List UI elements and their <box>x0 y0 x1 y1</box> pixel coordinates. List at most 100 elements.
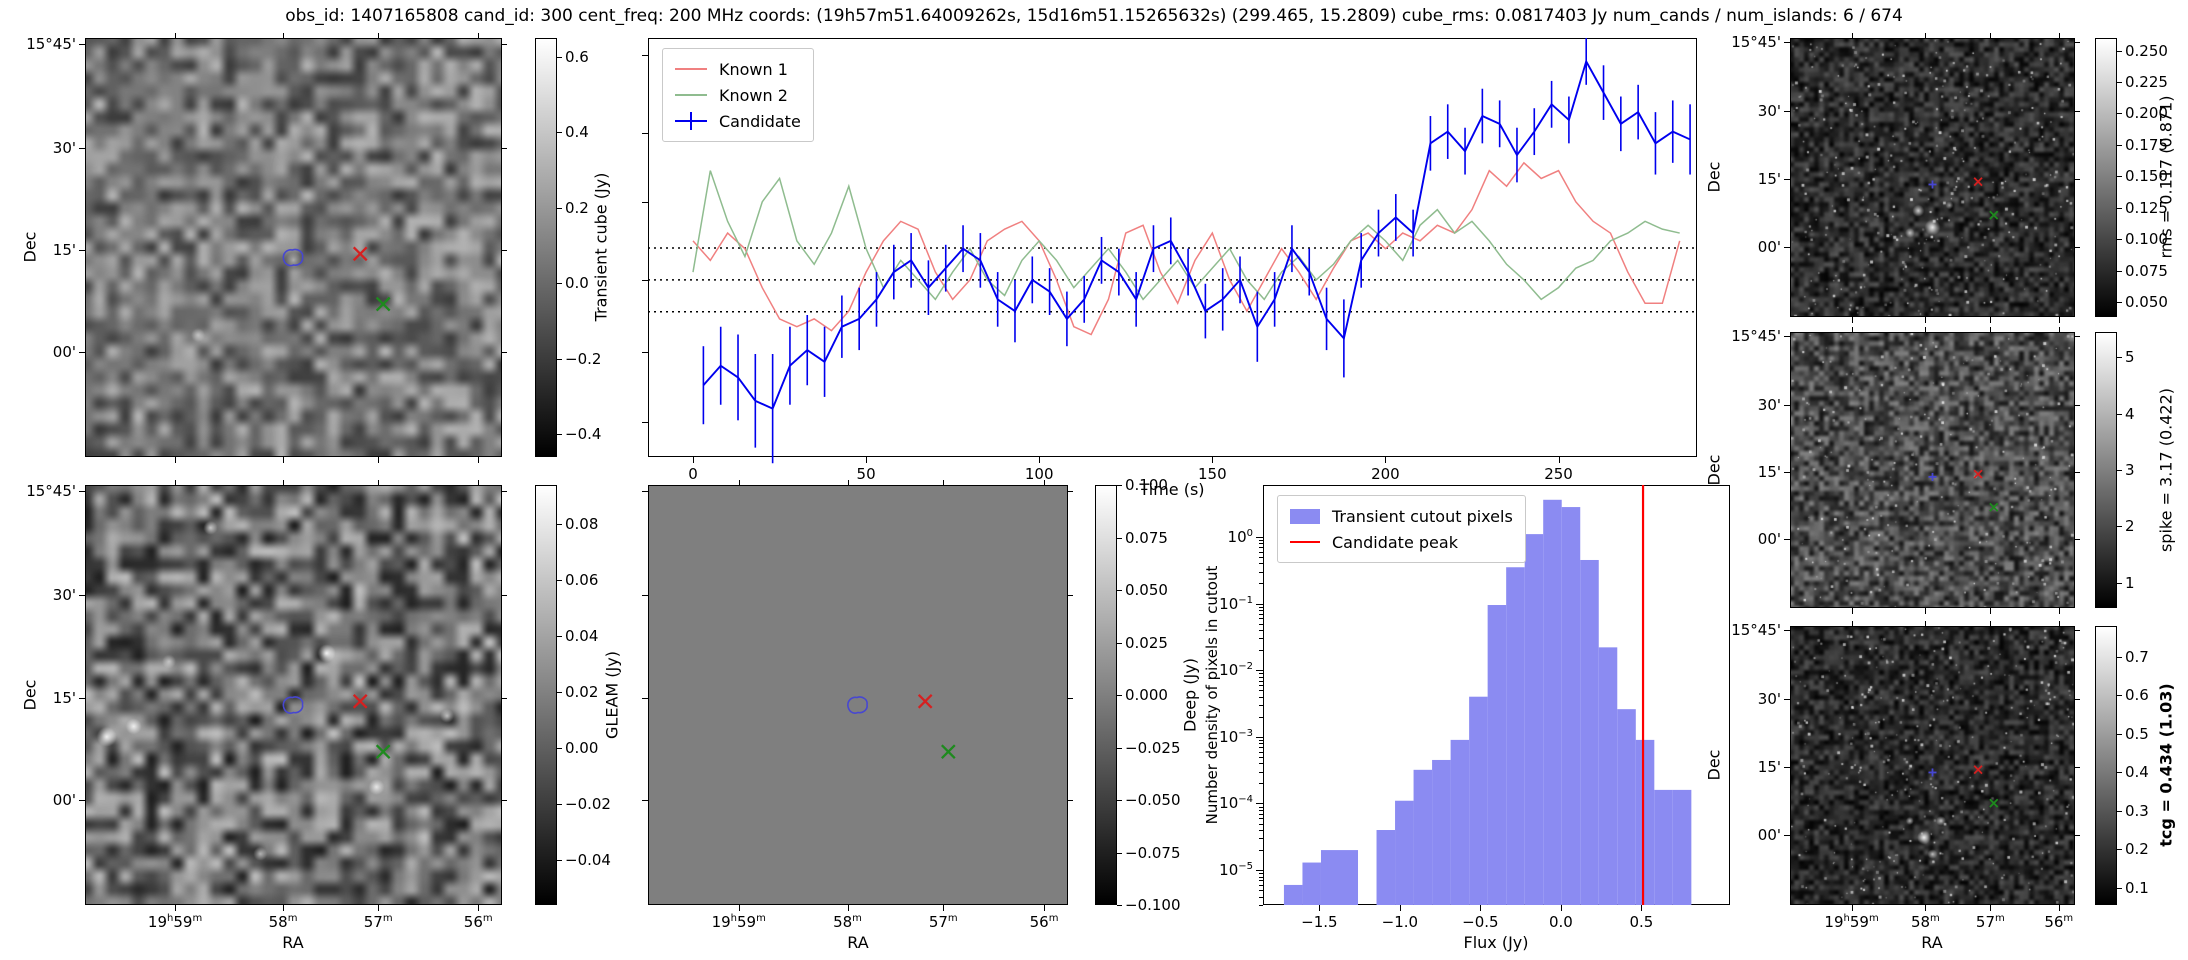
known2-x-icon <box>1989 798 1999 808</box>
known2-x-icon <box>1989 210 1999 220</box>
tick-mark <box>502 697 507 699</box>
tick-mark <box>1259 583 1263 585</box>
tick-mark <box>1259 539 1263 541</box>
known1-line-swatch <box>675 68 707 70</box>
tick-mark <box>283 33 285 38</box>
known1-x-icon <box>352 693 368 709</box>
tick-mark <box>1259 623 1263 625</box>
tick-label: 57m <box>363 913 393 931</box>
tick-mark <box>1990 905 1992 911</box>
tick-mark <box>2117 301 2122 303</box>
tick-mark <box>2117 50 2122 52</box>
tick-mark <box>1259 563 1263 565</box>
tick-mark <box>1925 608 1927 614</box>
tick-mark <box>502 595 507 597</box>
tick-mark <box>502 148 507 150</box>
candidate-marker-icon <box>1928 180 1937 189</box>
tick-mark <box>378 457 380 463</box>
tick-mark <box>478 480 480 485</box>
tick-label: −0.025 <box>1125 738 1181 757</box>
candidate-contour-icon <box>282 696 304 714</box>
tick-label: −0.050 <box>1125 791 1181 809</box>
tick-mark <box>1256 803 1263 805</box>
colorbar-label-transient-cube: Transient cube (Jy) <box>591 172 611 322</box>
tick-mark <box>1259 547 1263 549</box>
tick-label: 0.225 <box>2125 72 2168 91</box>
tick-mark <box>478 905 480 911</box>
histogram-patch-swatch <box>1290 508 1320 524</box>
tick-mark <box>1990 327 1992 332</box>
tick-mark <box>2117 695 2122 697</box>
tick-mark <box>2117 357 2122 359</box>
tick-mark <box>1259 690 1263 692</box>
source-markers <box>1928 469 1999 512</box>
tick-label: 0.100 <box>2125 230 2168 249</box>
legend-row-candidate: Candidate <box>675 108 801 134</box>
tick-label: −0.4 <box>565 425 602 444</box>
tick-mark <box>1259 884 1263 886</box>
tick-mark <box>2117 239 2122 241</box>
tick-mark <box>1259 823 1263 825</box>
tick-label: 10−5 <box>1219 861 1253 880</box>
tick-mark <box>1117 905 1122 906</box>
tick-mark <box>2117 470 2122 471</box>
histogram-plot <box>1283 485 1692 905</box>
tick-mark <box>1259 818 1263 820</box>
tick-label: 0.0 <box>565 274 589 293</box>
tick-mark <box>642 133 648 135</box>
tick-label: 0.050 <box>1125 581 1168 599</box>
tick-label: 15' <box>1757 170 1781 189</box>
tick-mark <box>1117 747 1122 749</box>
tick-mark <box>1259 606 1263 608</box>
tick-mark <box>1259 809 1263 811</box>
tick-mark <box>1259 705 1263 707</box>
tick-mark <box>1784 335 1790 337</box>
colorbar-rms <box>2095 38 2117 317</box>
known1-x-icon <box>1973 765 1983 775</box>
tick-mark <box>175 33 177 38</box>
panel-rms <box>1790 38 2075 317</box>
tick-mark <box>642 800 648 801</box>
tick-mark <box>1259 716 1263 718</box>
tick-mark <box>1851 33 1853 38</box>
tick-mark <box>642 54 648 56</box>
panel-transient-cube <box>85 38 502 457</box>
tick-label: 0.08 <box>565 515 599 534</box>
tick-mark <box>1259 771 1263 773</box>
tick-label: 19h59m <box>147 913 203 931</box>
tick-mark <box>79 800 85 801</box>
tick-mark <box>478 457 480 463</box>
tick-mark <box>642 280 648 282</box>
tick-mark <box>79 43 85 45</box>
tick-mark <box>693 457 694 463</box>
tick-mark <box>1068 800 1073 801</box>
tick-label: 15' <box>52 241 76 259</box>
tick-mark <box>378 905 380 911</box>
histogram-bar <box>1339 850 1359 905</box>
tick-mark <box>2117 176 2122 178</box>
tick-mark <box>1259 609 1263 611</box>
tick-label: 15°45' <box>1731 32 1781 51</box>
tick-mark <box>847 480 849 485</box>
tick-label: 19h59m <box>1824 913 1879 931</box>
tick-mark <box>1399 905 1401 911</box>
tick-label: 58m <box>1910 913 1940 931</box>
xlabel-ra-tcg: RA <box>1921 933 1943 952</box>
tick-mark <box>1039 457 1041 463</box>
source-markers <box>282 693 391 760</box>
tick-mark <box>2075 111 2080 113</box>
tick-label: 0.125 <box>2125 198 2168 217</box>
tick-label: 50 <box>856 465 876 483</box>
tick-mark <box>1851 905 1853 911</box>
tick-mark <box>1259 613 1263 615</box>
tick-mark <box>2075 179 2080 181</box>
tick-label: 0.1 <box>2125 878 2149 897</box>
tick-mark <box>283 480 285 485</box>
tick-label: 0.5 <box>1629 913 1654 931</box>
tick-mark <box>2075 335 2080 337</box>
tick-mark <box>1117 695 1122 696</box>
tick-mark <box>1851 327 1853 332</box>
tick-label: 0.00 <box>565 739 599 758</box>
tick-mark <box>1068 490 1073 492</box>
tick-mark <box>557 132 562 134</box>
